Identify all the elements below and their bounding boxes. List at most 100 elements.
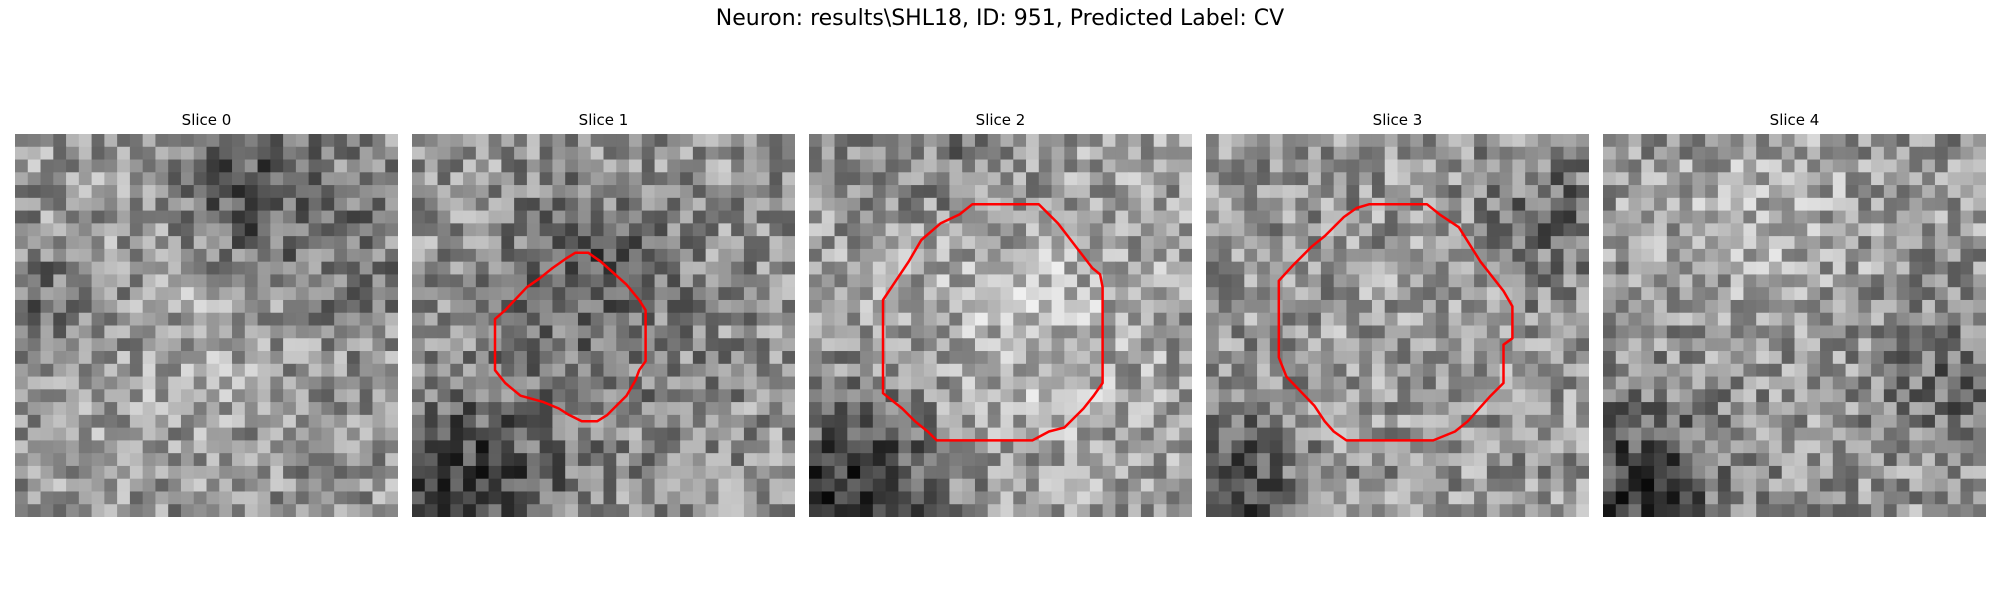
- pixel: [1089, 491, 1104, 505]
- pixel: [1871, 159, 1885, 173]
- pixel: [1320, 185, 1335, 199]
- pixel: [1461, 210, 1475, 224]
- pixel: [1474, 376, 1488, 390]
- pixel: [809, 440, 823, 454]
- pixel: [295, 248, 310, 263]
- pixel: [590, 453, 605, 467]
- pixel: [104, 210, 118, 224]
- pixel: [1282, 197, 1296, 212]
- pixel: [641, 248, 656, 263]
- pixel: [168, 338, 182, 352]
- pixel: [1410, 185, 1424, 199]
- pixel: [15, 325, 29, 339]
- pixel: [1603, 159, 1617, 173]
- pixel: [232, 134, 246, 148]
- pixel: [692, 248, 707, 263]
- pixel: [1179, 440, 1192, 454]
- pixel: [359, 210, 374, 224]
- pixel: [1512, 159, 1526, 173]
- pixel: [1654, 351, 1668, 365]
- pixel: [1909, 134, 1923, 148]
- pixel: [1563, 197, 1577, 212]
- pixel: [1692, 312, 1706, 327]
- pixel: [809, 261, 823, 276]
- pixel: [1333, 312, 1348, 327]
- pixel: [1051, 478, 1065, 493]
- pixel: [1448, 389, 1462, 403]
- pixel: [1563, 185, 1577, 199]
- pixel: [769, 261, 783, 276]
- pixel: [1743, 465, 1757, 480]
- pixel: [1231, 146, 1245, 161]
- pixel: [1666, 159, 1681, 173]
- pixel: [437, 236, 451, 250]
- pixel: [1947, 376, 1962, 390]
- pixel: [193, 185, 208, 199]
- pixel: [180, 172, 195, 186]
- pixel: [1512, 363, 1526, 378]
- pixel: [78, 427, 93, 441]
- pixel: [1947, 287, 1962, 301]
- pixel: [308, 465, 322, 480]
- pixel: [872, 478, 887, 493]
- pixel: [437, 427, 451, 441]
- pixel: [295, 236, 310, 250]
- pixel: [629, 351, 643, 365]
- pixel: [1756, 389, 1770, 403]
- pixel: [1474, 223, 1488, 237]
- pixel: [1845, 223, 1859, 237]
- pixel: [1537, 185, 1552, 199]
- pixel: [359, 504, 374, 517]
- pixel: [1000, 146, 1014, 161]
- pixel: [1308, 427, 1322, 441]
- pixel: [1743, 210, 1757, 224]
- pixel: [743, 402, 758, 416]
- pixel: [142, 504, 157, 517]
- pixel: [1909, 159, 1923, 173]
- pixel: [1231, 440, 1245, 454]
- pixel: [1973, 351, 1986, 365]
- pixel: [731, 427, 745, 441]
- pixel: [860, 427, 874, 441]
- pixel: [1179, 427, 1192, 441]
- pixel: [872, 197, 887, 212]
- pixel: [756, 299, 771, 314]
- pixel: [1666, 312, 1681, 327]
- pixel: [1257, 287, 1271, 301]
- pixel: [1947, 414, 1962, 429]
- pixel: [1537, 248, 1552, 263]
- slice-panel-0: Slice 0: [15, 108, 398, 517]
- pixel: [1794, 389, 1808, 403]
- pixel: [1140, 210, 1155, 224]
- pixel: [1820, 440, 1834, 454]
- pixel: [1883, 261, 1898, 276]
- pixel: [1666, 210, 1681, 224]
- pixel: [1934, 185, 1949, 199]
- pixel: [1537, 261, 1552, 276]
- pixel: [1820, 338, 1834, 352]
- pixel: [1166, 312, 1180, 327]
- pixel: [1166, 389, 1180, 403]
- pixel: [155, 465, 169, 480]
- pixel: [1603, 312, 1617, 327]
- pixel: [1909, 465, 1923, 480]
- pixel: [1269, 261, 1284, 276]
- pixel: [1269, 453, 1284, 467]
- pixel: [1743, 478, 1757, 493]
- pixel: [539, 274, 554, 288]
- pixel: [359, 338, 374, 352]
- pixel: [565, 478, 579, 493]
- pixel: [1781, 299, 1796, 314]
- pixel: [308, 274, 322, 288]
- pixel: [1896, 287, 1910, 301]
- pixel: [1102, 440, 1116, 454]
- pixel: [91, 351, 105, 365]
- pixel: [1308, 134, 1322, 148]
- pixel: [1641, 210, 1655, 224]
- pixel: [1218, 185, 1233, 199]
- pixel: [962, 287, 976, 301]
- pixel: [1525, 197, 1539, 212]
- pixel: [1730, 389, 1745, 403]
- pixel: [308, 504, 322, 517]
- pixel: [295, 325, 310, 339]
